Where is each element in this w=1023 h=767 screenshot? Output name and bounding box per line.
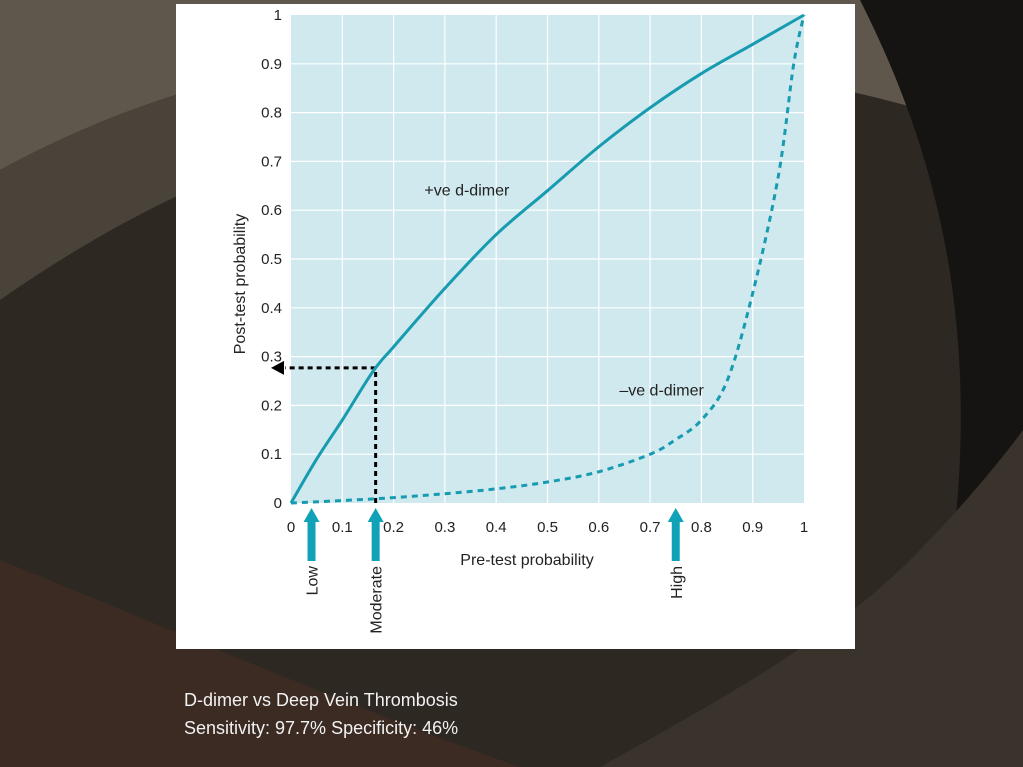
arrow-head-low — [303, 508, 320, 522]
tick-labels: 0 0.1 0.2 0.3 0.4 0.5 0.6 0.7 0.8 0.9 1 0 0.1 0.2 0.3 0… — [261, 7, 808, 536]
series-annotation: –ve d-dimer — [619, 383, 704, 400]
caption-statistics: Sensitivity: 97.7% Specificity: 46% — [184, 718, 459, 738]
x-tick-label: 0.2 — [383, 519, 404, 536]
x-tick-label: 0.7 — [640, 519, 661, 536]
x-tick-label: 0.9 — [742, 519, 763, 536]
reference-lines — [271, 360, 378, 503]
series-annotation: +ve d-dimer — [424, 183, 510, 200]
arrow-head-high — [667, 508, 684, 522]
x-tick-label: 0.8 — [691, 519, 712, 536]
series-line-positive-d-dimer — [289, 13, 805, 504]
y-tick-label: 0.6 — [261, 202, 282, 219]
x-tick-label: 0 — [287, 519, 295, 536]
caption-title: D-dimer vs Deep Vein Thrombosis — [184, 690, 458, 710]
risk-markers: Low Moderate High — [303, 508, 686, 634]
x-tick-label: 0.6 — [588, 519, 609, 536]
y-tick-label: 0.8 — [261, 105, 282, 122]
chart-canvas: 0 0.1 0.2 0.3 0.4 0.5 0.6 0.7 0.8 0.9 1 0 0.1 0.2 0.3 0… — [232, 7, 808, 634]
y-tick-label: 0.3 — [261, 349, 282, 366]
arrow-shaft-moderate — [371, 521, 380, 561]
slide-caption: D-dimer vs Deep Vein Thrombosis Sensitiv… — [184, 686, 458, 742]
x-tick-label: 0.4 — [486, 519, 507, 536]
y-axis-title: Post-test probability — [232, 214, 249, 355]
x-tick-label: 0.3 — [434, 519, 455, 536]
risk-label-high: High — [669, 566, 686, 599]
y-tick-label: 0.5 — [261, 251, 282, 268]
risk-label-low: Low — [305, 566, 322, 596]
series-line-negative-d-dimer — [290, 14, 806, 505]
x-axis-title: Pre-test probability — [460, 552, 593, 569]
series-lines — [289, 13, 806, 505]
y-tick-label: 0.2 — [261, 397, 282, 414]
y-tick-label: 0.1 — [261, 446, 282, 463]
chart-figure: 0 0.1 0.2 0.3 0.4 0.5 0.6 0.7 0.8 0.9 1 0 0.1 0.2 0.3 0… — [176, 4, 855, 649]
arrow-shaft-low — [307, 521, 316, 561]
risk-label-moderate: Moderate — [369, 566, 386, 634]
y-tick-label: 0.9 — [261, 56, 282, 73]
y-tick-label: 1 — [274, 7, 282, 24]
arrow-head-moderate — [367, 508, 384, 522]
x-tick-label: 1 — [800, 519, 808, 536]
x-tick-label: 0.5 — [537, 519, 558, 536]
series-annotations: +ve d-dimer –ve d-dimer — [424, 183, 704, 400]
reference-arrowhead — [271, 360, 284, 375]
arrow-shaft-high — [671, 521, 680, 561]
x-tick-label: 0.1 — [332, 519, 353, 536]
y-tick-label: 0 — [274, 495, 282, 512]
y-tick-label: 0.4 — [261, 300, 282, 317]
y-tick-label: 0.7 — [261, 153, 282, 170]
